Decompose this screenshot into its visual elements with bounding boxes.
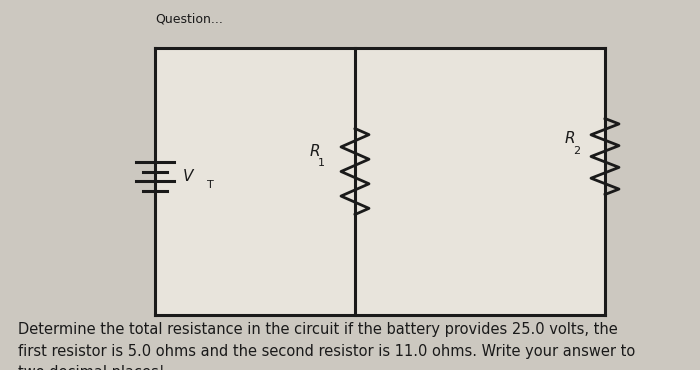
Text: V: V xyxy=(183,169,193,184)
Text: R: R xyxy=(309,144,320,159)
Text: 2: 2 xyxy=(573,145,580,155)
Text: R: R xyxy=(564,131,575,146)
Text: T: T xyxy=(207,179,214,189)
Text: Determine the total resistance in the circuit if the battery provides 25.0 volts: Determine the total resistance in the ci… xyxy=(18,322,636,370)
Text: 1: 1 xyxy=(318,158,325,168)
Bar xyxy=(155,48,605,315)
Text: Question...: Question... xyxy=(155,12,223,25)
